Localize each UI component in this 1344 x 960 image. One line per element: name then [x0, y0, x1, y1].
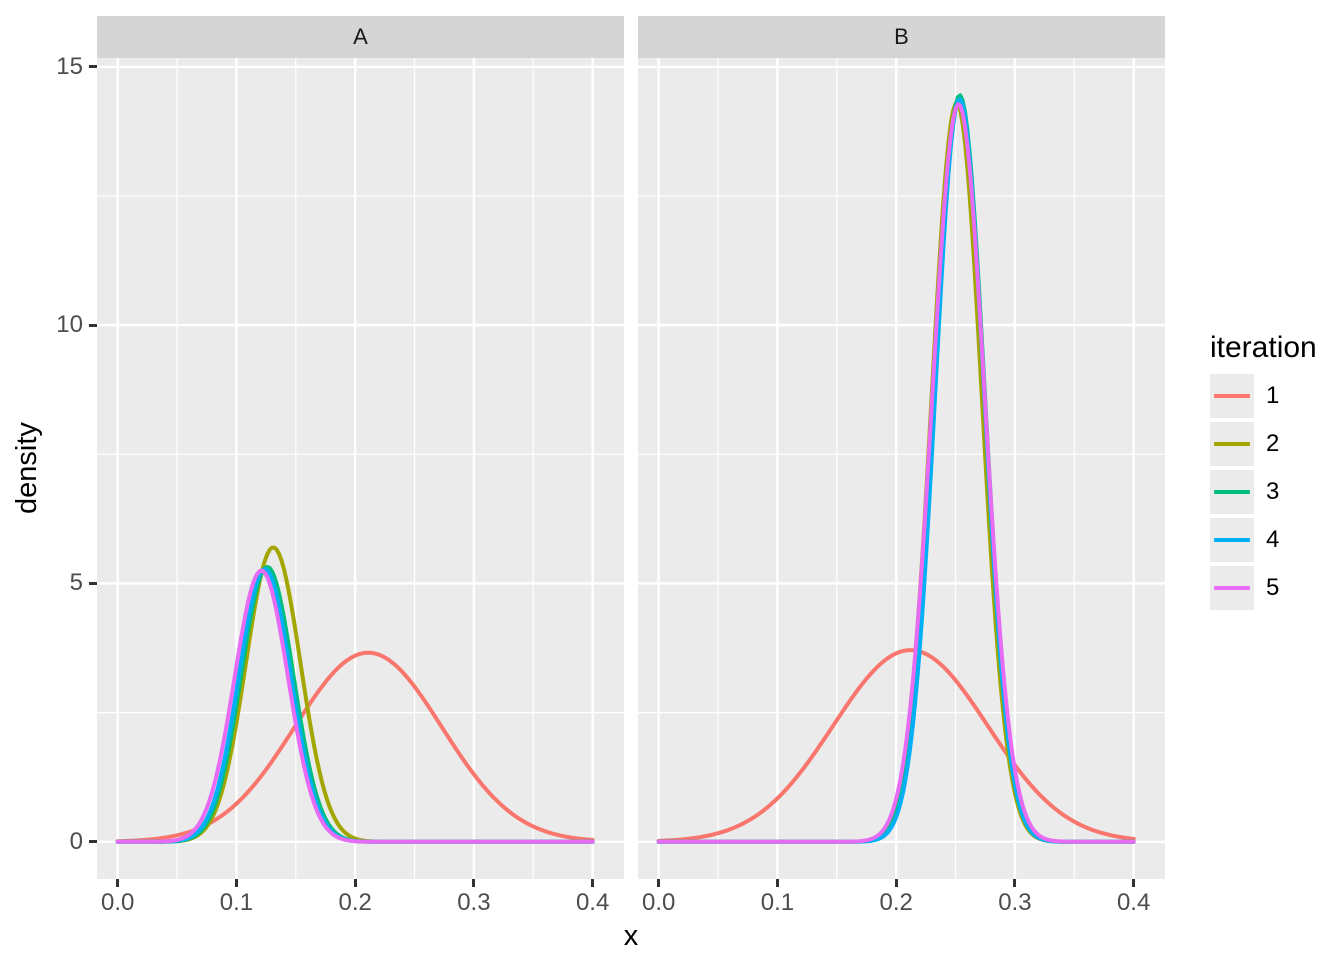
y-tick-label: 0 — [69, 827, 83, 855]
legend-key-5: 5 — [1210, 566, 1317, 610]
legend-key-swatch — [1210, 566, 1254, 610]
x-tick-mark — [353, 879, 357, 887]
legend-key-2: 2 — [1210, 422, 1317, 466]
density-curve-iteration-5 — [656, 102, 1136, 844]
x-tick-label: 0.2 — [879, 889, 913, 916]
density-curve-iteration-5 — [115, 568, 595, 844]
y-tick-label: 15 — [56, 52, 83, 80]
legend-key-4: 4 — [1210, 518, 1317, 562]
panel-b-grid-and-curves — [638, 58, 1165, 879]
facet-strip-b: B — [638, 16, 1165, 58]
legend: iteration 1 2 3 4 5 — [1210, 331, 1317, 614]
legend-key-label: 5 — [1266, 574, 1280, 601]
x-tick-label: 0.2 — [338, 889, 372, 916]
legend-line-icon — [1214, 394, 1250, 398]
legend-line-icon — [1214, 442, 1250, 446]
y-tick-mark — [89, 65, 97, 69]
legend-key-label: 1 — [1266, 382, 1280, 409]
legend-line-icon — [1214, 586, 1250, 590]
x-tick-label: 0.3 — [457, 889, 491, 916]
x-tick-mark — [591, 879, 595, 887]
x-tick-label: 0.1 — [760, 889, 795, 916]
legend-key-1: 1 — [1210, 374, 1317, 418]
legend-key-label: 3 — [1266, 478, 1280, 505]
x-tick-mark — [657, 879, 661, 887]
x-tick-mark — [894, 879, 898, 887]
x-tick-label: 0.4 — [575, 889, 610, 916]
legend-key-swatch — [1210, 422, 1254, 466]
y-tick-mark — [89, 581, 97, 585]
legend-key-swatch — [1210, 518, 1254, 562]
facet-label-b: B — [894, 24, 909, 49]
y-tick-mark — [89, 840, 97, 844]
legend-key-label: 2 — [1266, 430, 1280, 457]
legend-title: iteration — [1210, 331, 1317, 364]
x-axis-title: x — [623, 920, 639, 952]
x-tick-mark — [1132, 879, 1136, 887]
legend-line-icon — [1214, 538, 1250, 542]
y-tick-mark — [89, 323, 97, 327]
legend-key-3: 3 — [1210, 470, 1317, 514]
legend-key-label: 4 — [1266, 526, 1280, 553]
legend-line-icon — [1214, 490, 1250, 494]
facet-panel-a — [97, 58, 624, 879]
y-tick-label: 5 — [69, 569, 83, 597]
legend-key-swatch — [1210, 374, 1254, 418]
x-tick-mark — [472, 879, 476, 887]
x-tick-label: 0.0 — [100, 889, 135, 916]
y-axis-title: density — [11, 422, 43, 514]
legend-keys: 1 2 3 4 5 — [1210, 374, 1317, 610]
x-tick-mark — [775, 879, 779, 887]
panel-a-grid-and-curves — [97, 58, 624, 879]
y-tick-label: 10 — [56, 311, 83, 339]
facet-strip-a: A — [97, 16, 624, 58]
x-tick-label: 0.0 — [641, 889, 676, 916]
density-curve-iteration-1 — [656, 648, 1136, 843]
legend-key-swatch — [1210, 470, 1254, 514]
facet-panel-b — [638, 58, 1165, 879]
x-tick-mark — [1013, 879, 1017, 887]
x-tick-mark — [116, 879, 120, 887]
facet-label-a: A — [353, 24, 368, 49]
x-tick-label: 0.4 — [1116, 889, 1151, 916]
x-tick-mark — [234, 879, 238, 887]
x-tick-label: 0.1 — [219, 889, 254, 916]
x-tick-label: 0.3 — [998, 889, 1032, 916]
